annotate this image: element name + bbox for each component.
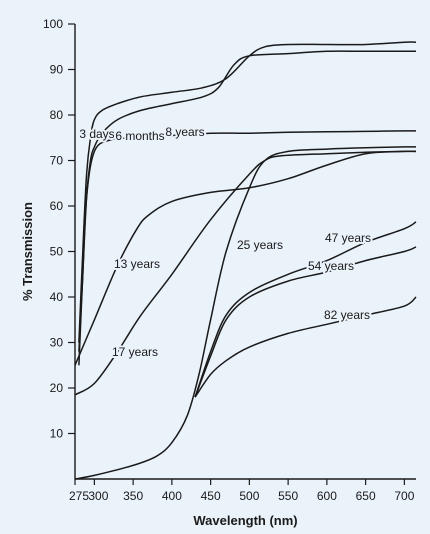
x-tick-label: 275	[69, 489, 89, 503]
y-tick-label: 30	[50, 336, 64, 350]
series-line-17-years	[74, 150, 417, 396]
y-tick-label: 20	[50, 381, 64, 395]
y-tick-label: 10	[50, 427, 64, 441]
y-tick-label: 70	[50, 154, 64, 168]
x-tick-label: 700	[394, 489, 414, 503]
y-tick-label: 60	[50, 199, 64, 213]
series-label-17-years: 17 years	[112, 345, 158, 359]
series-label-54-years: 54 years	[308, 259, 354, 273]
series-line-13-years	[74, 150, 417, 366]
series-label-halo-25-years: 25 years	[237, 238, 283, 252]
series-line-6-months	[78, 50, 416, 352]
series-label-3-days: 3 days	[79, 127, 114, 141]
y-tick-label: 50	[50, 245, 64, 259]
series-label-8-years: 8 years	[165, 125, 204, 139]
series-label-25-years: 25 years	[237, 238, 283, 252]
x-tick-label: 400	[162, 489, 182, 503]
x-ticks: 275 300 350 400 450 500 550 600 650 700	[69, 479, 415, 503]
series-label-halo-3-days: 3 days	[79, 127, 114, 141]
y-tick-label: 90	[50, 63, 64, 77]
series-line-25-years	[74, 146, 417, 480]
x-axis-title: Wavelength (nm)	[193, 513, 297, 528]
series-label-halo-17-years: 17 years	[112, 345, 158, 359]
series-line-54-years	[194, 246, 417, 398]
x-tick-label: 550	[278, 489, 298, 503]
x-tick-label: 450	[201, 489, 221, 503]
x-tick-label: 650	[356, 489, 376, 503]
series-label-82-years: 82 years	[324, 308, 370, 322]
series-label-halo-47-years: 47 years	[325, 231, 371, 245]
series-line-3-days	[78, 41, 417, 343]
series-label-halo-54-years: 54 years	[308, 259, 354, 273]
x-tick-label: 300	[88, 489, 108, 503]
x-tick-label: 350	[123, 489, 143, 503]
series-lines	[74, 41, 417, 480]
series-label-halo-13-years: 13 years	[114, 257, 160, 271]
y-tick-label: 100	[43, 17, 63, 31]
y-tick-label: 80	[50, 108, 64, 122]
y-ticks: 10 20 30 40 50 60 70 80 90 100	[43, 17, 75, 441]
series-label-47-years: 47 years	[325, 231, 371, 245]
series-label-13-years: 13 years	[114, 257, 160, 271]
x-tick-label: 600	[317, 489, 337, 503]
y-axis-title: % Transmission	[20, 202, 35, 301]
x-tick-label: 500	[239, 489, 259, 503]
series-line-8-years	[78, 130, 417, 366]
y-tick-label: 40	[50, 290, 64, 304]
series-label-halo-8-years: 8 years	[165, 125, 204, 139]
series-label-halo-6-months: 6 months	[115, 129, 164, 143]
series-line-47-years	[194, 221, 417, 398]
series-label-6-months: 6 months	[115, 129, 164, 143]
series-label-halo-82-years: 82 years	[324, 308, 370, 322]
series-line-82-years	[194, 296, 417, 398]
